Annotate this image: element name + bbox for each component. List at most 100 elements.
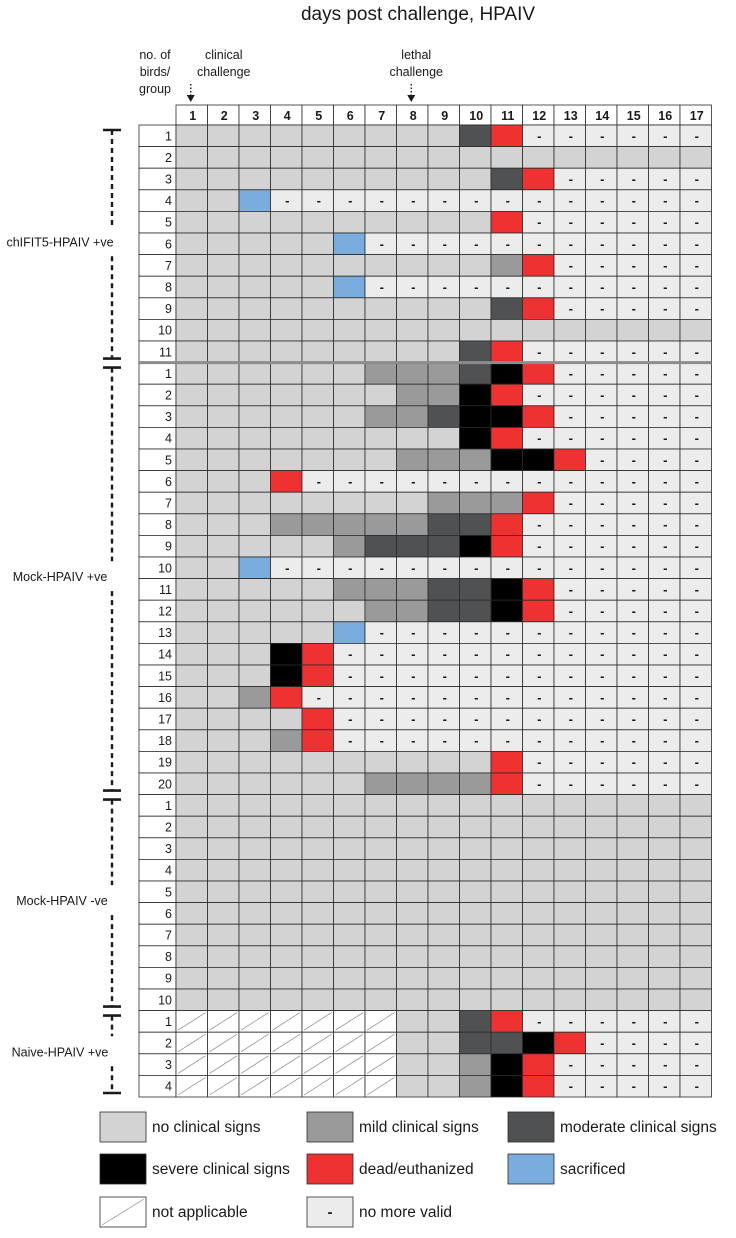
no-more-valid-mark: - bbox=[695, 301, 699, 316]
status-cell bbox=[396, 945, 429, 968]
status-cell bbox=[364, 815, 397, 839]
status-cell bbox=[585, 945, 618, 968]
no-more-valid-mark: - bbox=[537, 560, 541, 575]
status-cell bbox=[522, 254, 555, 277]
no-more-valid-mark: - bbox=[695, 1079, 699, 1094]
status-cell bbox=[238, 318, 271, 342]
status-cell bbox=[270, 707, 303, 731]
status-cell bbox=[301, 772, 334, 796]
status-cell bbox=[490, 340, 523, 364]
status-cell bbox=[459, 1053, 492, 1076]
status-cell bbox=[427, 923, 460, 947]
no-more-valid-mark: - bbox=[506, 690, 510, 705]
status-cell bbox=[238, 556, 271, 580]
status-cell bbox=[238, 426, 271, 450]
status-cell bbox=[459, 340, 492, 364]
not-applicable-diagonal bbox=[335, 1077, 364, 1096]
status-cell bbox=[648, 146, 681, 169]
status-cell bbox=[427, 945, 460, 968]
legend-label: mild clinical signs bbox=[359, 1119, 479, 1136]
status-cell bbox=[175, 340, 208, 364]
legend-swatch bbox=[306, 1196, 354, 1228]
not-applicable-diagonal bbox=[366, 1077, 395, 1096]
not-applicable-diagonal bbox=[272, 1033, 301, 1053]
no-more-valid-mark: - bbox=[380, 280, 384, 295]
status-cell bbox=[270, 988, 303, 1012]
status-cell bbox=[238, 470, 271, 493]
no-more-valid-mark: - bbox=[632, 1079, 636, 1094]
legend-label: severe clinical signs bbox=[152, 1161, 290, 1178]
status-cell bbox=[522, 1075, 555, 1098]
no-more-valid-mark: - bbox=[600, 344, 604, 359]
status-cell bbox=[396, 535, 429, 558]
day-tick-label: 4 bbox=[284, 109, 291, 123]
no-more-valid-mark: - bbox=[569, 172, 573, 187]
status-cell bbox=[490, 988, 523, 1012]
annotation-label: clinical bbox=[205, 48, 243, 62]
status-cell bbox=[553, 923, 586, 947]
status-cell bbox=[270, 859, 303, 882]
status-cell bbox=[301, 967, 334, 990]
status-cell bbox=[522, 578, 555, 601]
status-cell bbox=[364, 513, 397, 536]
no-more-valid-mark: - bbox=[695, 1014, 699, 1029]
status-cell bbox=[207, 275, 240, 299]
no-more-valid-mark: - bbox=[411, 647, 415, 662]
status-cell bbox=[175, 254, 208, 277]
status-cell bbox=[553, 318, 586, 342]
day-tick-label: 17 bbox=[690, 109, 704, 123]
status-cell bbox=[238, 643, 271, 666]
no-more-valid-mark: - bbox=[537, 215, 541, 230]
status-cell bbox=[301, 945, 334, 968]
bird-number: 11 bbox=[159, 583, 172, 597]
bird-number: 7 bbox=[165, 259, 172, 273]
status-cell bbox=[333, 275, 366, 299]
status-cell bbox=[301, 751, 334, 774]
status-cell bbox=[238, 621, 271, 644]
no-more-valid-mark: - bbox=[600, 517, 604, 532]
status-cell bbox=[396, 837, 429, 860]
no-more-valid-mark: - bbox=[443, 560, 447, 575]
status-cell bbox=[333, 491, 366, 515]
status-cell bbox=[616, 815, 649, 839]
status-cell bbox=[459, 167, 492, 191]
status-cell bbox=[301, 405, 334, 428]
status-cell bbox=[238, 383, 271, 407]
status-cell bbox=[270, 405, 303, 428]
status-cell bbox=[427, 513, 460, 536]
legend-swatch bbox=[306, 1111, 354, 1143]
status-cell bbox=[679, 880, 712, 904]
no-more-valid-mark: - bbox=[348, 712, 352, 727]
status-cell bbox=[490, 448, 523, 472]
no-more-valid-mark: - bbox=[663, 517, 667, 532]
no-more-valid-mark: - bbox=[600, 712, 604, 727]
no-more-valid-mark: - bbox=[569, 1014, 573, 1029]
status-cell bbox=[522, 599, 555, 623]
no-more-valid-mark: - bbox=[537, 344, 541, 359]
status-cell bbox=[522, 988, 555, 1012]
status-cell bbox=[270, 664, 303, 688]
status-cell bbox=[396, 902, 429, 925]
status-cell bbox=[522, 167, 555, 191]
status-cell bbox=[490, 945, 523, 968]
status-cell bbox=[175, 621, 208, 644]
status-cell bbox=[238, 837, 271, 860]
no-more-valid-mark: - bbox=[632, 172, 636, 187]
status-cell bbox=[490, 902, 523, 925]
no-more-valid-mark: - bbox=[380, 625, 384, 640]
status-cell bbox=[616, 988, 649, 1012]
no-more-valid-mark: - bbox=[695, 712, 699, 727]
no-more-valid-mark: - bbox=[600, 1079, 604, 1094]
status-cell bbox=[490, 578, 523, 601]
no-more-valid-mark: - bbox=[600, 539, 604, 554]
day-tick-label: 16 bbox=[658, 109, 672, 123]
not-applicable-diagonal bbox=[240, 1033, 269, 1053]
no-more-valid-mark: - bbox=[474, 668, 478, 683]
status-cell bbox=[207, 297, 240, 320]
status-cell bbox=[333, 318, 366, 342]
not-applicable-diagonal bbox=[335, 1055, 364, 1074]
no-more-valid-mark: - bbox=[569, 301, 573, 316]
status-cell bbox=[301, 254, 334, 277]
status-cell bbox=[459, 751, 492, 774]
not-applicable-diagonal bbox=[303, 1012, 332, 1031]
